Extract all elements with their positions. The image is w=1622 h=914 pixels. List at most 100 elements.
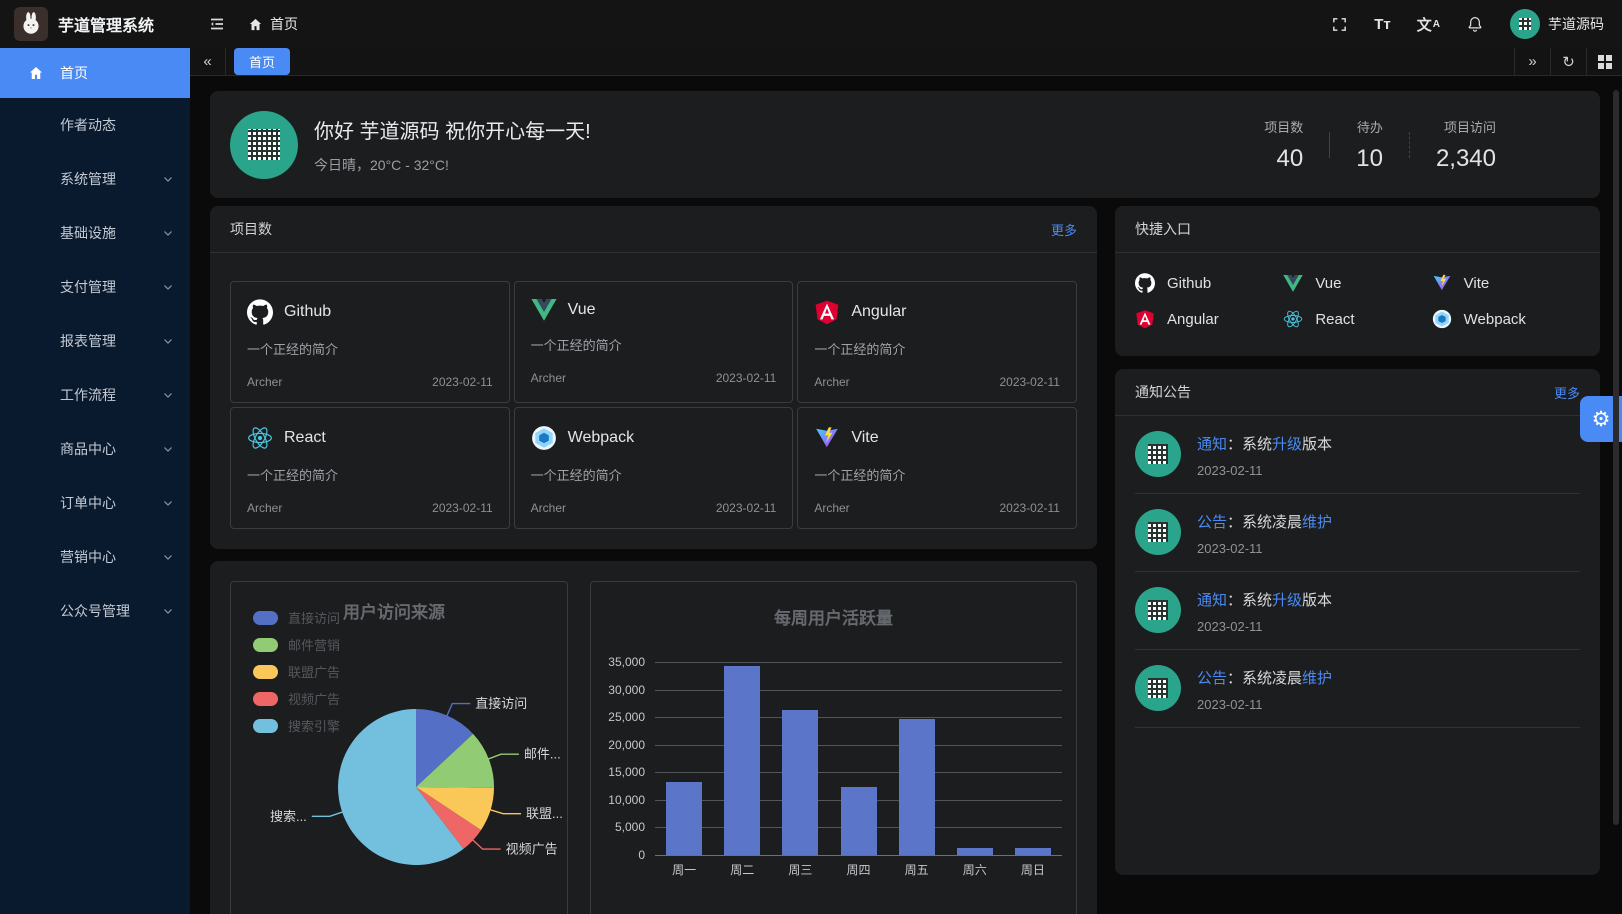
notice-date: 2023-02-11 (1197, 697, 1263, 712)
bar-周六[interactable] (956, 847, 993, 855)
sidebar-item-label: 公众号管理 (60, 603, 130, 619)
divider (1135, 727, 1580, 728)
bar-chart-title: 每周用户活跃量 (774, 609, 893, 628)
shortcut-vue[interactable]: Vue (1283, 265, 1431, 301)
tabs-scroll-right-icon[interactable]: » (1514, 48, 1550, 75)
legend-item[interactable]: 联盟广告 (253, 658, 340, 685)
legend-item[interactable]: 邮件营销 (253, 631, 340, 658)
bar-周三[interactable] (782, 709, 819, 855)
tabs-scroll-left-icon[interactable]: « (190, 48, 226, 75)
layout-grid-icon[interactable] (1586, 48, 1622, 75)
app-logo[interactable]: 芋道管理系统 (0, 7, 190, 41)
sidebar-item-9[interactable]: 营销中心 (0, 530, 190, 584)
sidebar-item-2[interactable]: 系统管理 (0, 152, 190, 206)
legend-item[interactable]: 视频广告 (253, 685, 340, 712)
shortcut-label: Vite (1463, 274, 1490, 292)
fullscreen-icon[interactable] (1331, 16, 1348, 33)
project-author: Archer (247, 375, 283, 389)
notice-title[interactable]: 公告：系统凌晨维护 (1197, 670, 1333, 687)
shortcut-github[interactable]: Github (1135, 265, 1283, 301)
notices-list: 通知：系统升级版本 2023-02-11 公告：系统凌晨维护 2023-02-11 通知… (1115, 416, 1600, 728)
divider (1135, 493, 1580, 494)
notices-more-link[interactable]: 更多 (1553, 385, 1580, 401)
project-date: 2023-02-11 (715, 371, 777, 385)
bar-x-labels: 周一 周二 周三 周四 周五 周六 周日 (672, 863, 1045, 877)
shortcut-label: Angular (1167, 310, 1219, 328)
project-date: 2023-02-11 (999, 501, 1060, 515)
project-desc: 一个正经的简介 (247, 468, 339, 483)
sidebar-item-label: 营销中心 (60, 549, 116, 565)
stat-label: 待办 (1356, 119, 1383, 135)
chevron-down-icon (162, 173, 174, 185)
stat-value: 10 (1356, 144, 1383, 172)
refresh-icon[interactable]: ↻ (1550, 48, 1586, 75)
sidebar-item-3[interactable]: 基础设施 (0, 206, 190, 260)
sidebar-item-6[interactable]: 工作流程 (0, 368, 190, 422)
project-desc: 一个正经的简介 (530, 468, 622, 483)
legend-swatch-icon (253, 718, 278, 733)
bar-周二[interactable] (724, 666, 761, 855)
bar-周一[interactable] (666, 781, 703, 855)
charts-panel: 用户访问来源 直接访问 邮件营销 联盟广告 视频广告 搜索引擎 直接访问 邮件... 联盟...… (210, 561, 1097, 914)
user-menu[interactable]: 芋道源码 (1510, 9, 1604, 39)
profile-qr-avatar (230, 110, 298, 179)
greeting-subtitle: 今日晴，20°C - 32°C! (314, 156, 449, 173)
shortcut-vite[interactable]: Vite (1432, 265, 1580, 301)
scrollbar[interactable] (1613, 90, 1619, 825)
sidebar-item-4[interactable]: 支付管理 (0, 260, 190, 314)
project-desc: 一个正经的简介 (247, 342, 339, 357)
bar-周日[interactable] (1014, 847, 1051, 855)
sidebar-item-0[interactable]: 首页 (0, 48, 190, 98)
svg-text:邮件...: 邮件... (524, 747, 561, 762)
sidebar-item-label: 基础设施 (60, 225, 116, 241)
sidebar-item-5[interactable]: 报表管理 (0, 314, 190, 368)
notice-avatar (1135, 431, 1181, 477)
angular-icon (1135, 309, 1155, 329)
legend-label: 邮件营销 (288, 638, 341, 653)
project-card-vue[interactable]: Vue 一个正经的简介 Archer 2023-02-11 (513, 281, 794, 403)
stat-label: 项目访问 (1443, 119, 1496, 135)
stat-2: 项目访问 2,340 (1410, 117, 1522, 173)
tab-home[interactable]: 首页 (234, 48, 291, 75)
project-date: 2023-02-11 (432, 501, 493, 515)
legend-label: 联盟广告 (288, 665, 341, 680)
sidebar-item-10[interactable]: 公众号管理 (0, 584, 190, 638)
sidebar-item-label: 作者动态 (60, 117, 116, 133)
legend-item[interactable]: 直接访问 (253, 604, 340, 631)
shortcut-webpack[interactable]: Webpack (1432, 301, 1580, 337)
menu-collapse-icon[interactable] (208, 15, 226, 33)
shortcut-label: Github (1167, 274, 1212, 292)
project-card-vite[interactable]: Vite 一个正经的简介 Archer 2023-02-11 (797, 407, 1077, 529)
breadcrumb-item[interactable]: 首页 (270, 16, 298, 32)
notice-title[interactable]: 通知：系统升级版本 (1197, 436, 1333, 453)
project-card-angular[interactable]: Angular 一个正经的简介 Archer 2023-02-11 (797, 281, 1077, 403)
bar-周四[interactable] (840, 787, 877, 855)
notice-date: 2023-02-11 (1197, 619, 1263, 634)
stat-1: 待办 10 (1330, 117, 1409, 173)
project-card-webpack[interactable]: Webpack 一个正经的简介 Archer 2023-02-11 (513, 407, 794, 529)
project-card-github[interactable]: Github 一个正经的简介 Archer 2023-02-11 (230, 281, 510, 403)
shortcuts-panel-title: 快捷入口 (1135, 221, 1191, 237)
notice-title[interactable]: 公告：系统凌晨维护 (1197, 514, 1333, 531)
pie-legend: 直接访问邮件营销联盟广告视频广告 搜索引擎 (253, 604, 340, 739)
legend-item[interactable]: 搜索引擎 (253, 712, 340, 739)
bar-周五[interactable] (898, 719, 935, 855)
shortcut-angular[interactable]: Angular (1135, 301, 1283, 337)
bell-icon[interactable] (1466, 15, 1484, 33)
svg-text:联盟...: 联盟... (526, 806, 563, 821)
sidebar-item-8[interactable]: 订单中心 (0, 476, 190, 530)
stats: 项目数 40 待办 10 项目访问 2,340 (1238, 117, 1580, 173)
project-card-react[interactable]: React 一个正经的简介 Archer 2023-02-11 (230, 407, 510, 529)
project-author: Archer (814, 375, 850, 389)
sidebar-item-7[interactable]: 商品中心 (0, 422, 190, 476)
svg-text:视频广告: 视频广告 (506, 842, 558, 857)
sidebar-item-1[interactable]: 作者动态 (0, 98, 190, 152)
home-icon (248, 17, 263, 32)
projects-more-link[interactable]: 更多 (1050, 222, 1077, 238)
notice-title[interactable]: 通知：系统升级版本 (1197, 592, 1333, 609)
font-size-icon[interactable]: Tт (1374, 15, 1391, 33)
shortcut-react[interactable]: React (1283, 301, 1431, 337)
svg-text:直接访问: 直接访问 (475, 696, 527, 711)
